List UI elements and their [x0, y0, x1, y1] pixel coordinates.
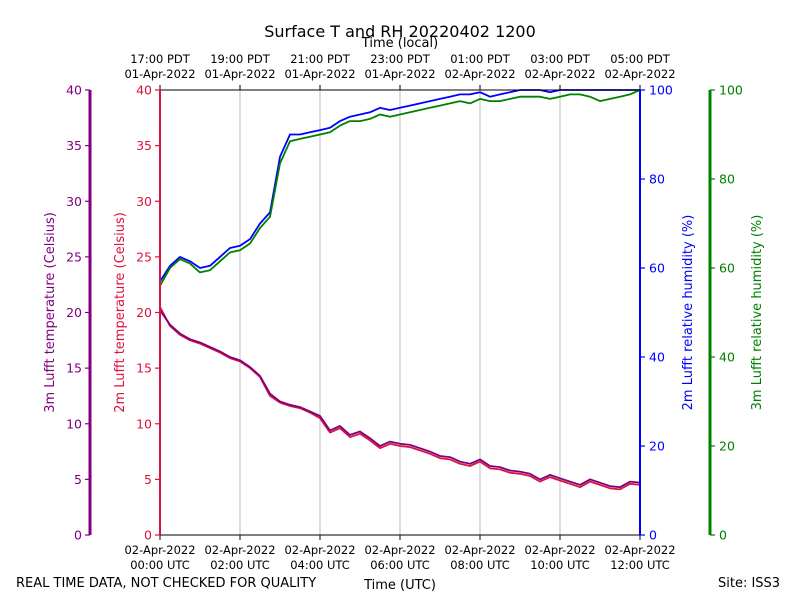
top-tick-date: 01-Apr-2022	[124, 67, 195, 81]
axis-label-1: 2m Lufft temperature (Celsius)	[113, 212, 128, 413]
axis-tick-label-1: 40	[136, 83, 152, 98]
axis-tick-label-2: 0	[649, 528, 657, 543]
axis-tick-label-1: 15	[136, 361, 152, 376]
bottom-tick-time: 10:00 UTC	[530, 558, 590, 572]
top-tick-date: 02-Apr-2022	[444, 67, 515, 81]
axis-tick-label-3: 100	[719, 83, 743, 98]
bottom-tick-date: 02-Apr-2022	[124, 543, 195, 557]
axis-tick-label-2: 100	[649, 83, 673, 98]
axis-tick-label-3: 0	[719, 528, 727, 543]
axis-tick-label-3: 20	[719, 439, 735, 454]
grid-lines	[239, 90, 561, 535]
axis-tick-label-0: 25	[66, 249, 82, 264]
axis-label-0: 3m Lufft temperature (Celsius)	[43, 212, 58, 413]
axis-tick-label-2: 60	[649, 261, 665, 276]
top-tick-date: 01-Apr-2022	[364, 67, 435, 81]
bottom-tick-date: 02-Apr-2022	[364, 543, 435, 557]
bottom-tick-time: 00:00 UTC	[130, 558, 190, 572]
bottom-axis-label: Time (UTC)	[363, 578, 436, 593]
axis-tick-label-1: 25	[136, 249, 152, 264]
top-tick-time: 05:00 PDT	[610, 52, 671, 66]
bottom-tick-time: 12:00 UTC	[610, 558, 670, 572]
bottom-tick-time: 04:00 UTC	[290, 558, 350, 572]
top-tick-time: 03:00 PDT	[530, 52, 591, 66]
axis-tick-label-1: 5	[144, 472, 152, 487]
axis-tick-label-0: 30	[66, 194, 82, 209]
axis-label-2: 2m Lufft relative humidity (%)	[681, 215, 696, 411]
bottom-tick-date: 02-Apr-2022	[444, 543, 515, 557]
axis-tick-label-1: 10	[136, 416, 152, 431]
chart-title: Surface T and RH 20220402 1200	[264, 22, 536, 41]
top-tick-time: 01:00 PDT	[450, 52, 511, 66]
axis-label-3: 3m Lufft relative humidity (%)	[750, 215, 765, 411]
axis-tick-label-0: 20	[66, 305, 82, 320]
axis-tick-label-0: 10	[66, 416, 82, 431]
bottom-tick-date: 02-Apr-2022	[284, 543, 355, 557]
bottom-tick-time: 08:00 UTC	[450, 558, 510, 572]
top-tick-time: 19:00 PDT	[210, 52, 271, 66]
axis-tick-label-3: 80	[719, 172, 735, 187]
axis-tick-label-0: 40	[66, 83, 82, 98]
axis-tick-label-2: 20	[649, 439, 665, 454]
axis-tick-label-1: 20	[136, 305, 152, 320]
series-line-3	[159, 89, 641, 287]
top-tick-date: 01-Apr-2022	[284, 67, 355, 81]
axis-tick-label-2: 80	[649, 172, 665, 187]
axis-tick-label-1: 35	[136, 138, 152, 153]
top-tick-date: 02-Apr-2022	[604, 67, 675, 81]
top-tick-time: 21:00 PDT	[290, 52, 351, 66]
series-line-0	[159, 306, 641, 491]
top-axis-label: Time (local)	[361, 36, 438, 51]
top-tick-time: 17:00 PDT	[130, 52, 191, 66]
bottom-tick-date: 02-Apr-2022	[524, 543, 595, 557]
axis-tick-label-0: 0	[74, 528, 82, 543]
axis-tick-label-3: 40	[719, 350, 735, 365]
top-tick-time: 23:00 PDT	[370, 52, 431, 66]
bottom-tick-time: 02:00 UTC	[210, 558, 270, 572]
axis-tick-label-1: 30	[136, 194, 152, 209]
bottom-tick-time: 06:00 UTC	[370, 558, 430, 572]
site-label: Site: ISS3	[718, 576, 781, 591]
axis-tick-label-2: 40	[649, 350, 665, 365]
bottom-tick-date: 02-Apr-2022	[204, 543, 275, 557]
quality-disclaimer: REAL TIME DATA, NOT CHECKED FOR QUALITY	[16, 576, 317, 591]
axis-tick-label-0: 35	[66, 138, 82, 153]
top-tick-date: 02-Apr-2022	[524, 67, 595, 81]
axis-tick-label-1: 0	[144, 528, 152, 543]
axis-tick-label-0: 15	[66, 361, 82, 376]
top-tick-date: 01-Apr-2022	[204, 67, 275, 81]
series-line-1	[159, 309, 641, 489]
bottom-tick-date: 02-Apr-2022	[604, 543, 675, 557]
axis-tick-label-0: 5	[74, 472, 82, 487]
axis-tick-label-3: 60	[719, 261, 735, 276]
